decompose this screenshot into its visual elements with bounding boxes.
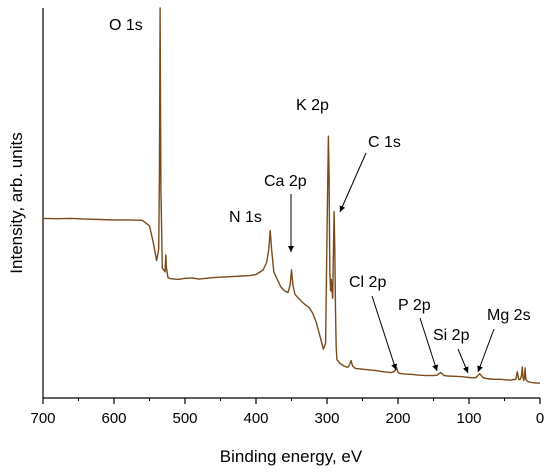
x-tick-label: 100 [456,410,481,427]
peak-label-p-2p: P 2p [398,297,431,314]
peak-arrow-c-1s [339,152,367,213]
peak-label-mg-2s: Mg 2s [487,307,531,324]
series-layer [42,7,540,384]
peak-arrow-si-2p [457,348,469,374]
peak-arrow-p-2p [419,317,439,372]
x-tick-label: 500 [172,410,197,427]
peak-label-n-1s: N 1s [229,209,262,226]
x-tick-label: 200 [385,410,410,427]
peak-label-o-1s: O 1s [109,17,143,34]
x-tick-label: 0 [536,410,544,427]
spectrum-line [42,7,540,384]
peak-label-si-2p: Si 2p [433,327,470,344]
peak-label-ca-2p: Ca 2p [264,173,307,190]
y-axis-title: Intensity, arb. units [7,132,26,273]
x-axis-title: Binding energy, eV [220,447,363,466]
x-tick-label: 700 [30,410,55,427]
x-tick-label: 400 [243,410,268,427]
peak-arrow-mg-2s [477,328,495,373]
x-tick-label: 600 [101,410,126,427]
peak-label-c-1s: C 1s [368,134,401,151]
x-axis-ticks: 700 600 500 400 300 200 100 0 [30,398,544,427]
peak-arrow-cl-2p [371,295,398,371]
peak-label-k-2p: K 2p [296,97,329,114]
peak-label-cl-2p: Cl 2p [349,274,386,291]
x-tick-label: 300 [314,410,339,427]
